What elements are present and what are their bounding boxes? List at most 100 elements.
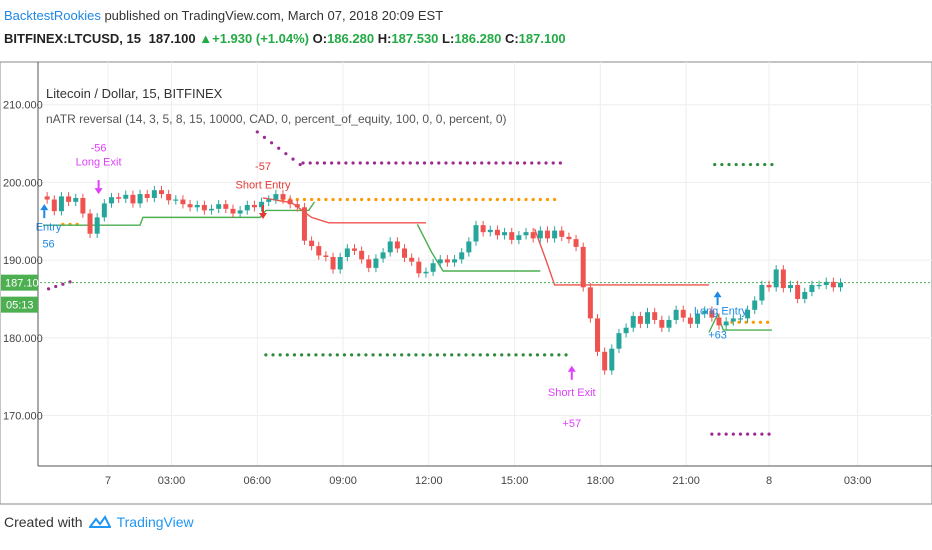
purple-dot <box>451 161 455 165</box>
candle-body <box>151 190 157 198</box>
signal-label: 56 <box>42 239 54 251</box>
stop-dots <box>46 130 774 436</box>
x-tick-label: 18:00 <box>587 475 615 487</box>
orange-dot <box>302 197 307 202</box>
candle-body <box>251 204 257 208</box>
candle-body <box>723 321 729 326</box>
candle-body <box>595 318 600 352</box>
orange-dot <box>417 197 421 202</box>
price-badge-box <box>1 274 38 291</box>
green-dot <box>514 353 518 357</box>
signal-label: -57 <box>255 161 271 173</box>
purple-dot <box>387 161 391 165</box>
candle-body <box>687 317 693 324</box>
series-title[interactable]: Litecoin / Dollar, 15, BITFINEX <box>46 86 223 101</box>
candle-body <box>209 208 215 211</box>
candle-body <box>787 284 793 289</box>
candle-body <box>602 351 608 371</box>
green-dot <box>720 162 724 167</box>
green-dot <box>770 162 774 167</box>
countdown-badge-box <box>1 296 38 313</box>
candle-body <box>366 259 372 268</box>
orange-dot <box>467 197 471 202</box>
green-dot <box>378 353 382 357</box>
close-value: 187.100 <box>518 31 566 46</box>
candle-body <box>423 271 429 274</box>
orange-dot <box>381 197 385 202</box>
chart-grid <box>40 62 932 466</box>
orange-dot <box>517 197 521 202</box>
green-dot <box>528 353 532 357</box>
green-dot <box>741 162 745 167</box>
candle-body <box>301 207 307 241</box>
candle-body <box>502 232 508 236</box>
candle-body <box>580 246 586 288</box>
purple-dot <box>430 161 434 165</box>
candle-body <box>51 199 57 212</box>
x-tick-label: 12:00 <box>415 475 443 487</box>
candle-body <box>759 284 765 301</box>
orange-dot <box>317 197 321 202</box>
purple-dot <box>738 432 743 436</box>
high-label: H: <box>377 31 392 46</box>
purple-dot <box>255 130 259 134</box>
purple-dot <box>365 161 369 165</box>
green-dot <box>385 353 389 357</box>
purple-dot <box>515 161 520 165</box>
author-link[interactable]: BacktestRookies <box>4 8 101 23</box>
candle-body <box>816 284 822 287</box>
x-tick-label: 06:00 <box>244 475 272 487</box>
candle-body <box>309 240 315 247</box>
y-tick-label: 200.000 <box>3 177 43 189</box>
purple-dot <box>480 161 484 165</box>
green-dot <box>507 353 511 357</box>
purple-dot <box>558 161 562 165</box>
candle-body <box>745 309 751 319</box>
tradingview-link[interactable]: TradingView <box>116 514 194 530</box>
green-dot <box>421 353 425 357</box>
orange-dot <box>424 197 428 202</box>
candle-body <box>494 229 500 236</box>
candle-body <box>630 316 636 328</box>
publisher-line: BacktestRookies published on TradingView… <box>4 8 443 23</box>
orange-dot <box>553 197 557 202</box>
purple-dot <box>745 432 750 436</box>
candle-body <box>437 259 443 264</box>
candle-body <box>444 259 450 263</box>
purple-dot <box>330 161 334 165</box>
green-dot <box>371 353 375 357</box>
change-value: +1.930 (+1.04%) <box>212 31 309 46</box>
price-badge: 187.100 05:13 <box>1 274 45 313</box>
purple-dot <box>308 161 312 165</box>
candle-body <box>752 300 758 310</box>
candle-body <box>416 261 422 274</box>
candle-body <box>480 225 486 233</box>
candle-body <box>116 197 122 199</box>
signal-label: +63 <box>708 330 727 342</box>
created-with-label: Created with <box>4 514 83 530</box>
candle-body <box>280 194 286 200</box>
candles <box>44 185 844 375</box>
indicator-title[interactable]: nATR reversal (14, 3, 5, 8, 15, 10000, C… <box>46 112 506 126</box>
candle-body <box>780 269 786 289</box>
candle-body <box>58 196 64 212</box>
signal-label: +57 <box>562 418 581 430</box>
purple-dot <box>544 161 548 165</box>
x-tick-label: 8 <box>766 475 772 487</box>
green-dot <box>535 353 540 357</box>
purple-dot <box>530 161 534 165</box>
candle-body <box>380 252 386 259</box>
candle-body <box>459 252 465 260</box>
orange-dot <box>737 320 741 324</box>
signal-label: Entry <box>36 222 62 234</box>
purple-dot <box>61 282 65 286</box>
purple-dot <box>465 161 470 165</box>
countdown-value: 05:13 <box>6 300 34 312</box>
candle-body <box>730 318 736 322</box>
candle-body <box>523 232 529 236</box>
candle-body <box>137 194 143 204</box>
candle-body <box>123 194 129 199</box>
candle-body <box>94 217 100 234</box>
purple-dot <box>753 432 757 436</box>
